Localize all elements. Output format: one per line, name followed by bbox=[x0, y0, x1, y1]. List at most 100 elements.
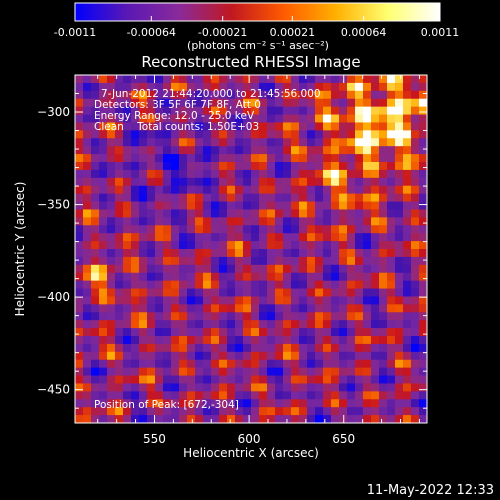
heatmap-cell bbox=[243, 241, 252, 250]
heatmap-cell bbox=[123, 146, 132, 155]
heatmap-cell bbox=[299, 256, 308, 266]
heatmap-cell bbox=[323, 217, 332, 226]
heatmap-cell bbox=[139, 138, 148, 147]
heatmap-cell bbox=[155, 209, 164, 218]
heatmap-cell bbox=[139, 320, 148, 329]
heatmap-cell bbox=[179, 312, 188, 321]
heatmap-cell bbox=[179, 162, 188, 171]
heatmap-cell bbox=[379, 375, 388, 385]
heatmap-cell bbox=[203, 249, 212, 258]
heatmap-cell bbox=[307, 296, 316, 305]
heatmap-cell bbox=[131, 367, 140, 377]
heatmap-cell bbox=[139, 241, 148, 250]
heatmap-cell bbox=[419, 328, 427, 337]
heatmap-cell bbox=[123, 367, 132, 377]
heatmap-cell bbox=[235, 336, 244, 345]
heatmap-cell bbox=[123, 233, 132, 242]
heatmap-cell bbox=[283, 130, 292, 139]
heatmap-cell bbox=[371, 312, 380, 321]
heatmap-cell bbox=[115, 336, 124, 345]
heatmap-cell bbox=[251, 367, 260, 377]
heatmap-cell bbox=[419, 90, 427, 100]
heatmap-cell bbox=[115, 209, 124, 218]
heatmap-cell bbox=[99, 169, 108, 179]
heatmap-cell bbox=[75, 114, 84, 124]
heatmap-cell bbox=[355, 288, 364, 298]
heatmap-cell bbox=[395, 122, 404, 131]
heatmap-cell bbox=[83, 98, 92, 108]
heatmap-cell bbox=[227, 304, 236, 313]
heatmap-cell bbox=[131, 359, 140, 369]
heatmap-cell bbox=[299, 351, 308, 361]
heatmap-cell bbox=[219, 351, 228, 361]
heatmap-cell bbox=[219, 193, 228, 203]
heatmap-cell bbox=[267, 90, 276, 100]
heatmap-cell bbox=[419, 225, 427, 234]
heatmap-cell bbox=[179, 407, 188, 416]
heatmap-cell bbox=[203, 75, 212, 84]
heatmap-cell bbox=[187, 407, 196, 416]
heatmap-cell bbox=[419, 233, 427, 242]
heatmap-cell bbox=[315, 138, 324, 147]
heatmap-cell bbox=[347, 130, 356, 139]
heatmap-cell bbox=[243, 328, 252, 337]
heatmap-cell bbox=[371, 288, 380, 298]
heatmap-cell bbox=[267, 193, 276, 203]
heatmap-cell bbox=[91, 154, 100, 163]
heatmap-cell bbox=[419, 249, 427, 258]
heatmap-cell bbox=[219, 90, 228, 100]
heatmap-cell bbox=[211, 320, 220, 329]
heatmap-cell bbox=[195, 154, 204, 163]
heatmap-cell bbox=[363, 296, 372, 305]
heatmap-cell bbox=[347, 415, 356, 423]
heatmap-cell bbox=[363, 264, 372, 274]
heatmap-cell bbox=[419, 209, 427, 218]
heatmap-cell bbox=[387, 201, 396, 211]
heatmap-cell bbox=[235, 399, 244, 408]
heatmap-cell bbox=[259, 154, 268, 163]
heatmap-cell bbox=[363, 328, 372, 337]
heatmap-cell bbox=[187, 359, 196, 369]
heatmap-cell bbox=[403, 249, 412, 258]
heatmap-cell bbox=[107, 154, 116, 163]
heatmap-cell bbox=[411, 312, 420, 321]
heatmap-cell bbox=[283, 375, 292, 385]
heatmap-cell bbox=[403, 130, 412, 139]
heatmap-cell bbox=[259, 185, 268, 195]
heatmap-cell bbox=[243, 146, 252, 155]
heatmap-cell bbox=[75, 407, 84, 416]
heatmap-cell bbox=[331, 177, 340, 187]
heatmap-cell bbox=[267, 169, 276, 179]
heatmap-cell bbox=[139, 249, 148, 258]
heatmap-cell bbox=[91, 130, 100, 139]
heatmap-cell bbox=[347, 90, 356, 100]
heatmap-cell bbox=[227, 241, 236, 250]
heatmap-cell bbox=[355, 114, 364, 124]
heatmap-cell bbox=[299, 106, 308, 116]
heatmap-cell bbox=[187, 375, 196, 385]
heatmap-cell bbox=[267, 106, 276, 116]
heatmap-cell bbox=[195, 359, 204, 369]
heatmap-cell bbox=[235, 312, 244, 321]
heatmap-cell bbox=[299, 328, 308, 337]
heatmap-cell bbox=[227, 351, 236, 361]
heatmap-cell bbox=[267, 225, 276, 234]
heatmap-cell bbox=[187, 122, 196, 131]
heatmap-cell bbox=[75, 122, 84, 131]
heatmap-cell bbox=[187, 154, 196, 163]
heatmap-cell bbox=[179, 399, 188, 408]
heatmap-cell bbox=[355, 343, 364, 353]
heatmap-cell bbox=[195, 415, 204, 423]
heatmap-cell bbox=[283, 336, 292, 345]
heatmap-cell bbox=[363, 201, 372, 211]
heatmap-cell bbox=[267, 177, 276, 187]
heatmap-cell bbox=[411, 336, 420, 345]
heatmap-cell bbox=[251, 82, 260, 92]
heatmap-cell bbox=[339, 312, 348, 321]
heatmap-cell bbox=[115, 383, 124, 392]
heatmap-cell bbox=[395, 106, 404, 116]
heatmap-cell bbox=[155, 407, 164, 416]
heatmap-cell bbox=[75, 296, 84, 305]
heatmap-cell bbox=[363, 75, 372, 84]
heatmap-cell bbox=[123, 193, 132, 203]
